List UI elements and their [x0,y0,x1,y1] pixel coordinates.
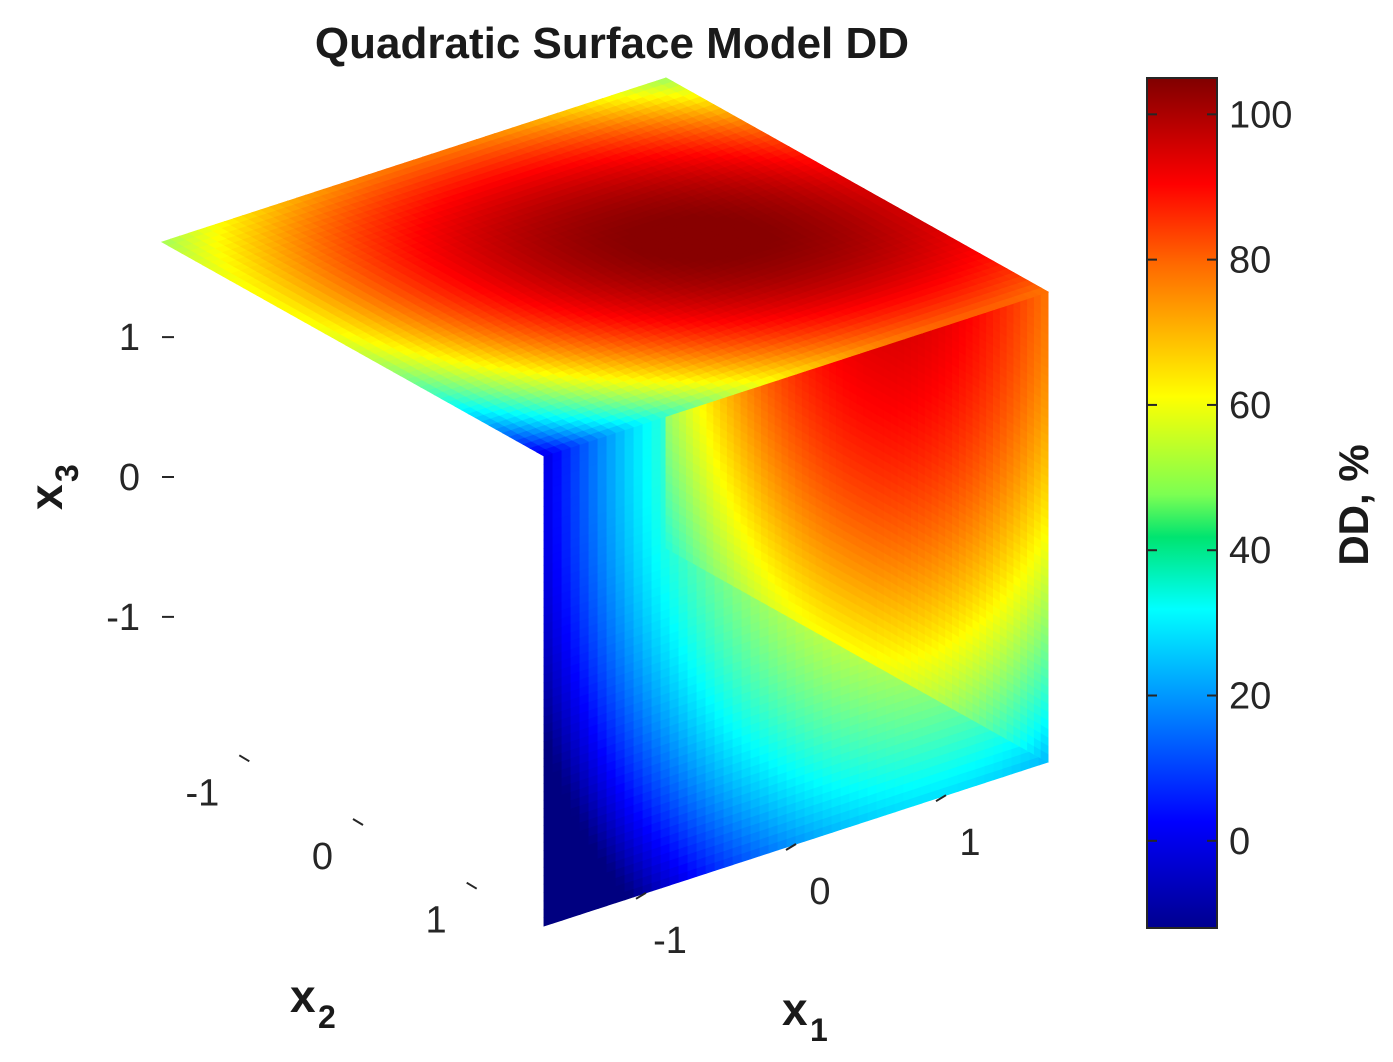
cube-surface [160,77,1050,927]
chart-title: Quadratic Surface Model DD [315,19,909,68]
